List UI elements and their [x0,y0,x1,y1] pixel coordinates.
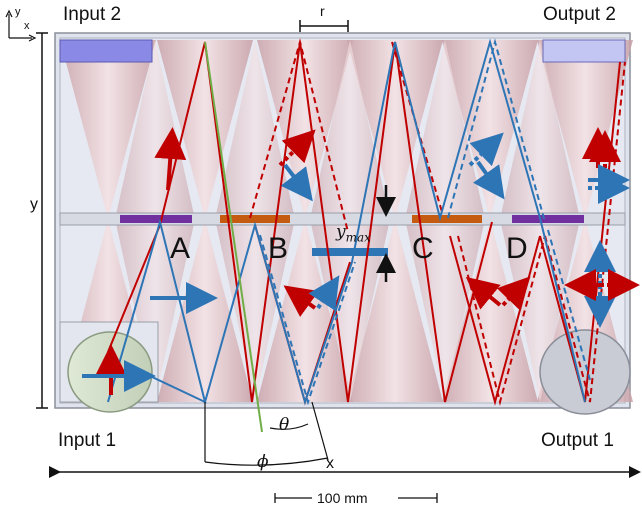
polarization-arrows [82,127,640,395]
cone-upper [60,40,156,219]
cone-upper [157,40,253,219]
output-1-label: Output 1 [541,430,614,451]
mirror-b [220,215,290,223]
y-dimension-label: y [30,196,38,213]
cone-upper-inv [500,40,580,219]
cone-lower [442,219,538,402]
output-1-disc [539,329,631,415]
input-2-port [59,39,153,63]
node-c-label: C [412,232,434,265]
output-2-label: Output 2 [543,4,616,25]
theta-arc [269,423,309,430]
y-max-label: ymax [336,222,371,245]
cone-upper-inv [215,40,295,219]
mirror-d [512,215,584,223]
output-2-port [542,39,626,63]
cone-upper [442,40,538,219]
beam-blue-solid [204,38,586,406]
mid-rail [59,212,626,226]
node-b-label: B [268,232,289,265]
beam-red-dashed-1 [249,38,349,233]
mirror-y-max [312,248,388,256]
phi-arc [204,457,329,466]
x-dimension-label: x [326,455,334,472]
mirror-c [412,215,482,223]
r-label: r [320,3,325,19]
beam-blue-dashed-3 [547,229,591,381]
input-1-label: Input 1 [58,430,117,451]
node-d-label: D [506,232,528,265]
beam-red-exit-dashed [544,61,626,403]
beam-blue-dashed-2 [447,38,546,223]
input-2-label: Input 2 [63,4,122,25]
theta-label: θ [279,415,290,435]
cone-lower [347,219,443,402]
cone-upper-inv [405,40,485,219]
cone-lower-inv [115,219,195,402]
coordinate-axes-icon [5,9,37,42]
cone-lower-inv [500,219,580,402]
mirror-a [120,215,192,223]
scale-bar-label: 100 mm [317,490,368,506]
axis-x-label: x [24,20,30,32]
phi-arm [311,401,329,461]
phi-label: ϕ [257,452,269,472]
phi-reference-line [204,41,263,433]
node-a-label: A [170,232,191,265]
cone-upper [347,40,443,219]
axis-y-label: y [15,6,21,18]
beam-blue-in [107,218,207,404]
